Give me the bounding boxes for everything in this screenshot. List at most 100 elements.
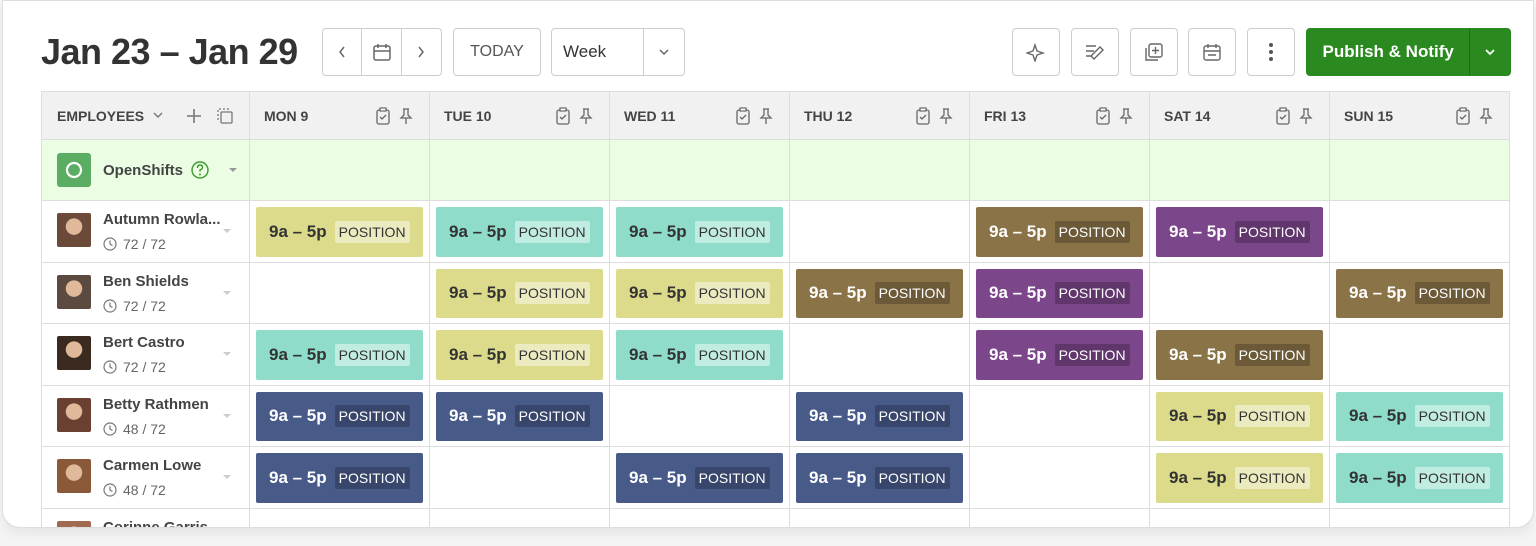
shift-slot[interactable]: [430, 508, 610, 527]
employee-menu[interactable]: [222, 227, 232, 235]
open-shift-slot[interactable]: [250, 140, 430, 201]
employee-avatar: [57, 520, 91, 527]
publish-button[interactable]: Publish & Notify: [1307, 29, 1471, 75]
shift-slot[interactable]: [1330, 508, 1510, 527]
shift-block[interactable]: 9a – 5p POSITION: [1336, 453, 1503, 503]
copy-button[interactable]: [216, 107, 234, 125]
shift-block[interactable]: 9a – 5p POSITION: [436, 268, 603, 318]
duplicate-button[interactable]: [1130, 28, 1178, 76]
ai-button[interactable]: [1012, 28, 1060, 76]
shift-slot: 9a – 5p POSITION: [430, 385, 610, 447]
shift-block[interactable]: 9a – 5p POSITION: [976, 268, 1143, 318]
shift-slot[interactable]: [970, 447, 1150, 509]
day-tasks-button[interactable]: [1275, 106, 1291, 125]
day-tasks-button[interactable]: [915, 106, 931, 125]
shift-block[interactable]: 9a – 5p POSITION: [436, 391, 603, 441]
shift-time: 9a – 5p: [629, 467, 687, 487]
employee-cell[interactable]: Autumn Rowla... 72 / 72: [42, 201, 250, 263]
employee-menu[interactable]: [222, 350, 232, 358]
publish-menu-button[interactable]: [1470, 47, 1510, 57]
shift-block[interactable]: 9a – 5p POSITION: [796, 268, 963, 318]
day-tasks-button[interactable]: [375, 106, 391, 125]
day-tasks-button[interactable]: [1095, 106, 1111, 125]
open-shift-slot[interactable]: [790, 140, 970, 201]
shift-block[interactable]: 9a – 5p POSITION: [796, 391, 963, 441]
schedule-button[interactable]: [1188, 28, 1236, 76]
open-shift-slot[interactable]: [610, 140, 790, 201]
shift-block[interactable]: 9a – 5p POSITION: [256, 453, 423, 503]
open-shifts-menu[interactable]: [228, 166, 238, 174]
today-button[interactable]: TODAY: [453, 28, 541, 76]
shift-block[interactable]: 9a – 5p POSITION: [1156, 453, 1323, 503]
shift-block[interactable]: 9a – 5p POSITION: [256, 330, 423, 380]
shift-slot[interactable]: [790, 508, 970, 527]
employee-menu[interactable]: [222, 473, 232, 481]
shift-slot: 9a – 5p POSITION: [1330, 262, 1510, 324]
add-employee-button[interactable]: [186, 108, 202, 124]
employee-menu[interactable]: [222, 412, 232, 420]
employee-cell[interactable]: Bert Castro 72 / 72: [42, 324, 250, 386]
day-pin-button[interactable]: [759, 107, 773, 125]
next-button[interactable]: [402, 29, 441, 75]
shift-block[interactable]: 9a – 5p POSITION: [1156, 207, 1323, 257]
shift-block[interactable]: 9a – 5p POSITION: [256, 391, 423, 441]
shift-block[interactable]: 9a – 5p POSITION: [256, 207, 423, 257]
day-pin-button[interactable]: [579, 107, 593, 125]
shift-block[interactable]: 9a – 5p POSITION: [436, 207, 603, 257]
shift-block[interactable]: 9a – 5p POSITION: [616, 330, 783, 380]
shift-slot[interactable]: [250, 508, 430, 527]
view-select[interactable]: Week: [551, 28, 685, 76]
prev-button[interactable]: [323, 29, 363, 75]
shift-block[interactable]: 9a – 5p POSITION: [1156, 330, 1323, 380]
day-tasks-button[interactable]: [735, 106, 751, 125]
more-button[interactable]: [1247, 28, 1295, 76]
shift-block[interactable]: 9a – 5p POSITION: [976, 330, 1143, 380]
calendar-button[interactable]: [362, 29, 402, 75]
employee-menu[interactable]: [222, 289, 232, 297]
shift-slot[interactable]: [610, 508, 790, 527]
shift-block[interactable]: 9a – 5p POSITION: [436, 330, 603, 380]
shift-block[interactable]: 9a – 5p POSITION: [1156, 391, 1323, 441]
day-pin-button[interactable]: [1479, 107, 1493, 125]
shift-position: POSITION: [514, 220, 590, 243]
shift-slot[interactable]: [610, 385, 790, 447]
shift-slot[interactable]: [1330, 201, 1510, 263]
open-shift-slot[interactable]: [1150, 140, 1330, 201]
shift-block[interactable]: 9a – 5p POSITION: [616, 453, 783, 503]
date-nav: [322, 28, 442, 76]
day-pin-button[interactable]: [939, 107, 953, 125]
shift-position: POSITION: [334, 343, 410, 366]
shift-slot[interactable]: [250, 262, 430, 324]
open-shift-slot[interactable]: [970, 140, 1150, 201]
employee-cell[interactable]: Corinne Garris: [42, 508, 250, 527]
open-shifts-icon: [57, 153, 91, 187]
shift-block[interactable]: 9a – 5p POSITION: [1336, 268, 1503, 318]
shift-block[interactable]: 9a – 5p POSITION: [616, 268, 783, 318]
shift-block[interactable]: 9a – 5p POSITION: [1336, 391, 1503, 441]
shift-slot[interactable]: [790, 324, 970, 386]
shift-slot[interactable]: [1330, 324, 1510, 386]
shift-slot[interactable]: [970, 508, 1150, 527]
day-pin-button[interactable]: [399, 107, 413, 125]
employee-cell[interactable]: Ben Shields 72 / 72: [42, 262, 250, 324]
employee-cell[interactable]: Betty Rathmen 48 / 72: [42, 385, 250, 447]
edit-button[interactable]: [1071, 28, 1119, 76]
shift-block[interactable]: 9a – 5p POSITION: [976, 207, 1143, 257]
day-tasks-button[interactable]: [555, 106, 571, 125]
shift-slot[interactable]: [1150, 262, 1330, 324]
shift-slot[interactable]: [970, 385, 1150, 447]
shift-slot[interactable]: [430, 447, 610, 509]
employee-cell[interactable]: Carmen Lowe 48 / 72: [42, 447, 250, 509]
sort-toggle[interactable]: [152, 111, 164, 121]
shift-slot[interactable]: [790, 201, 970, 263]
day-pin-button[interactable]: [1119, 107, 1133, 125]
help-icon[interactable]: [190, 160, 210, 180]
day-pin-button[interactable]: [1299, 107, 1313, 125]
open-shift-slot[interactable]: [430, 140, 610, 201]
shift-slot[interactable]: [1150, 508, 1330, 527]
open-shift-slot[interactable]: [1330, 140, 1510, 201]
day-tasks-button[interactable]: [1455, 106, 1471, 125]
shift-block[interactable]: 9a – 5p POSITION: [616, 207, 783, 257]
shift-block[interactable]: 9a – 5p POSITION: [796, 453, 963, 503]
